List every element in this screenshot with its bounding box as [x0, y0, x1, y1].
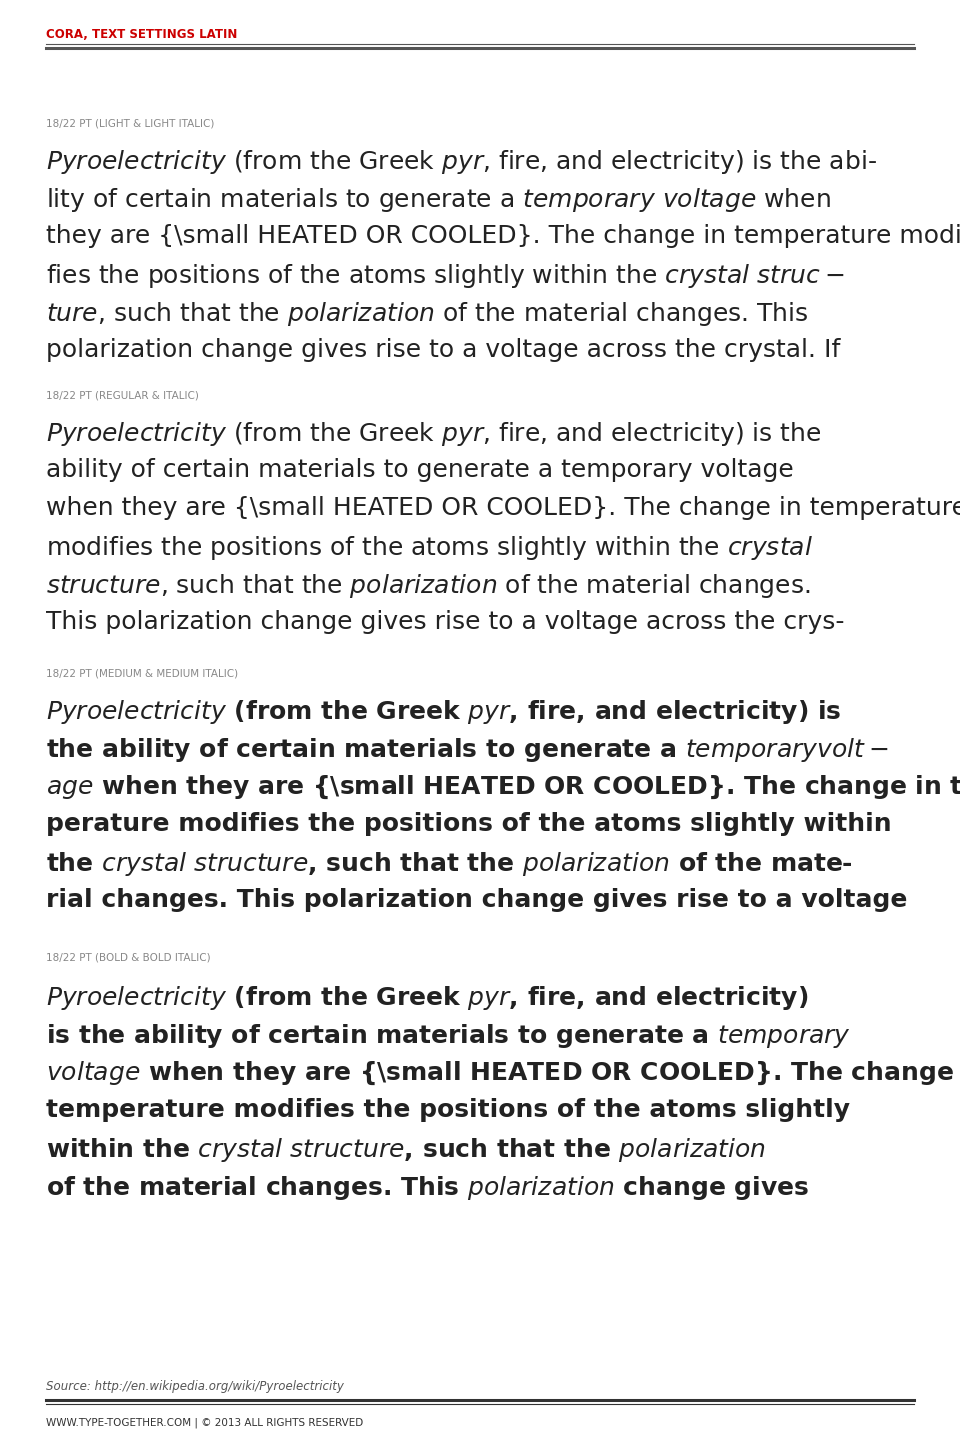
Text: Source: http://en.wikipedia.org/wiki/Pyroelectricity: Source: http://en.wikipedia.org/wiki/Pyr…	[46, 1380, 344, 1393]
Text: WWW.TYPE-TOGETHER.COM | © 2013 ALL RIGHTS RESERVED: WWW.TYPE-TOGETHER.COM | © 2013 ALL RIGHT…	[46, 1418, 363, 1429]
Text: 18/22 PT (LIGHT & LIGHT ITALIC): 18/22 PT (LIGHT & LIGHT ITALIC)	[46, 117, 214, 127]
Text: $\it{structure}$, such that the $\it{polarization}$ of the material changes.: $\it{structure}$, such that the $\it{pol…	[46, 571, 810, 600]
Text: $\it{ture}$, such that the $\it{polarization}$ of the material changes. This: $\it{ture}$, such that the $\it{polariza…	[46, 299, 808, 328]
Text: rial changes. This polarization change gives rise to a voltage: rial changes. This polarization change g…	[46, 888, 907, 912]
Text: modifies the positions of the atoms slightly within the $\it{crystal}$: modifies the positions of the atoms slig…	[46, 534, 813, 561]
Text: is the ability of certain materials to generate a $\bf{\it{temporary}}$: is the ability of certain materials to g…	[46, 1022, 851, 1050]
Text: ability of certain materials to generate a temporary voltage: ability of certain materials to generate…	[46, 458, 794, 483]
Text: $\it{Pyroelectricity}$ (from the Greek $\it{pyr}$, fire, and electricity) is the: $\it{Pyroelectricity}$ (from the Greek $…	[46, 147, 876, 176]
Text: $\it{Pyroelectricity}$ (from the Greek $\it{pyr}$, fire, and electricity) is the: $\it{Pyroelectricity}$ (from the Greek $…	[46, 420, 822, 448]
Text: the ability of certain materials to generate a $\it{temporary volt-}$: the ability of certain materials to gene…	[46, 736, 889, 765]
Text: lity of certain materials to generate a $\it{temporary\ voltage}$ when: lity of certain materials to generate a …	[46, 186, 830, 213]
Text: $\bf{\it{voltage}}$ when they are {\small HEATED OR COOLED}. The change in: $\bf{\it{voltage}}$ when they are {\smal…	[46, 1060, 960, 1087]
Text: $\bf{\it{Pyroelectricity}}$ (from the Greek $\bf{\it{pyr}}$, fire, and electrici: $\bf{\it{Pyroelectricity}}$ (from the Gr…	[46, 984, 808, 1012]
Text: polarization change gives rise to a voltage across the crystal. If: polarization change gives rise to a volt…	[46, 338, 840, 362]
Text: CORA, TEXT SETTINGS LATIN: CORA, TEXT SETTINGS LATIN	[46, 29, 237, 42]
Text: perature modifies the positions of the atoms slightly within: perature modifies the positions of the a…	[46, 812, 892, 836]
Text: 18/22 PT (BOLD & BOLD ITALIC): 18/22 PT (BOLD & BOLD ITALIC)	[46, 952, 210, 962]
Text: of the material changes. This $\bf{\it{polarization}}$ change gives: of the material changes. This $\bf{\it{p…	[46, 1174, 809, 1201]
Text: $\it{Pyroelectricity}$ (from the Greek $\it{pyr}$, fire, and electricity) is: $\it{Pyroelectricity}$ (from the Greek $…	[46, 697, 841, 726]
Text: fies the positions of the atoms slightly within the $\it{crystal\ struc-}$: fies the positions of the atoms slightly…	[46, 262, 845, 291]
Text: 18/22 PT (REGULAR & ITALIC): 18/22 PT (REGULAR & ITALIC)	[46, 390, 199, 400]
Text: when they are {\small HEATED OR COOLED}. The change in temperature: when they are {\small HEATED OR COOLED}.…	[46, 495, 960, 520]
Text: the $\it{crystal\ structure}$, such that the $\it{polarization}$ of the mate-: the $\it{crystal\ structure}$, such that…	[46, 851, 853, 878]
Text: 18/22 PT (MEDIUM & MEDIUM ITALIC): 18/22 PT (MEDIUM & MEDIUM ITALIC)	[46, 667, 238, 677]
Text: temperature modifies the positions of the atoms slightly: temperature modifies the positions of th…	[46, 1098, 850, 1123]
Text: This polarization change gives rise to a voltage across the crys-: This polarization change gives rise to a…	[46, 610, 845, 634]
Text: within the $\bf{\it{crystal\ structure}}$, such that the $\bf{\it{polarization}}: within the $\bf{\it{crystal\ structure}}…	[46, 1136, 766, 1164]
Text: they are {\small HEATED OR COOLED}. The change in temperature modi-: they are {\small HEATED OR COOLED}. The …	[46, 223, 960, 248]
Text: $\it{age}$ when they are {\small HEATED OR COOLED}. The change in tem-: $\it{age}$ when they are {\small HEATED …	[46, 775, 960, 802]
